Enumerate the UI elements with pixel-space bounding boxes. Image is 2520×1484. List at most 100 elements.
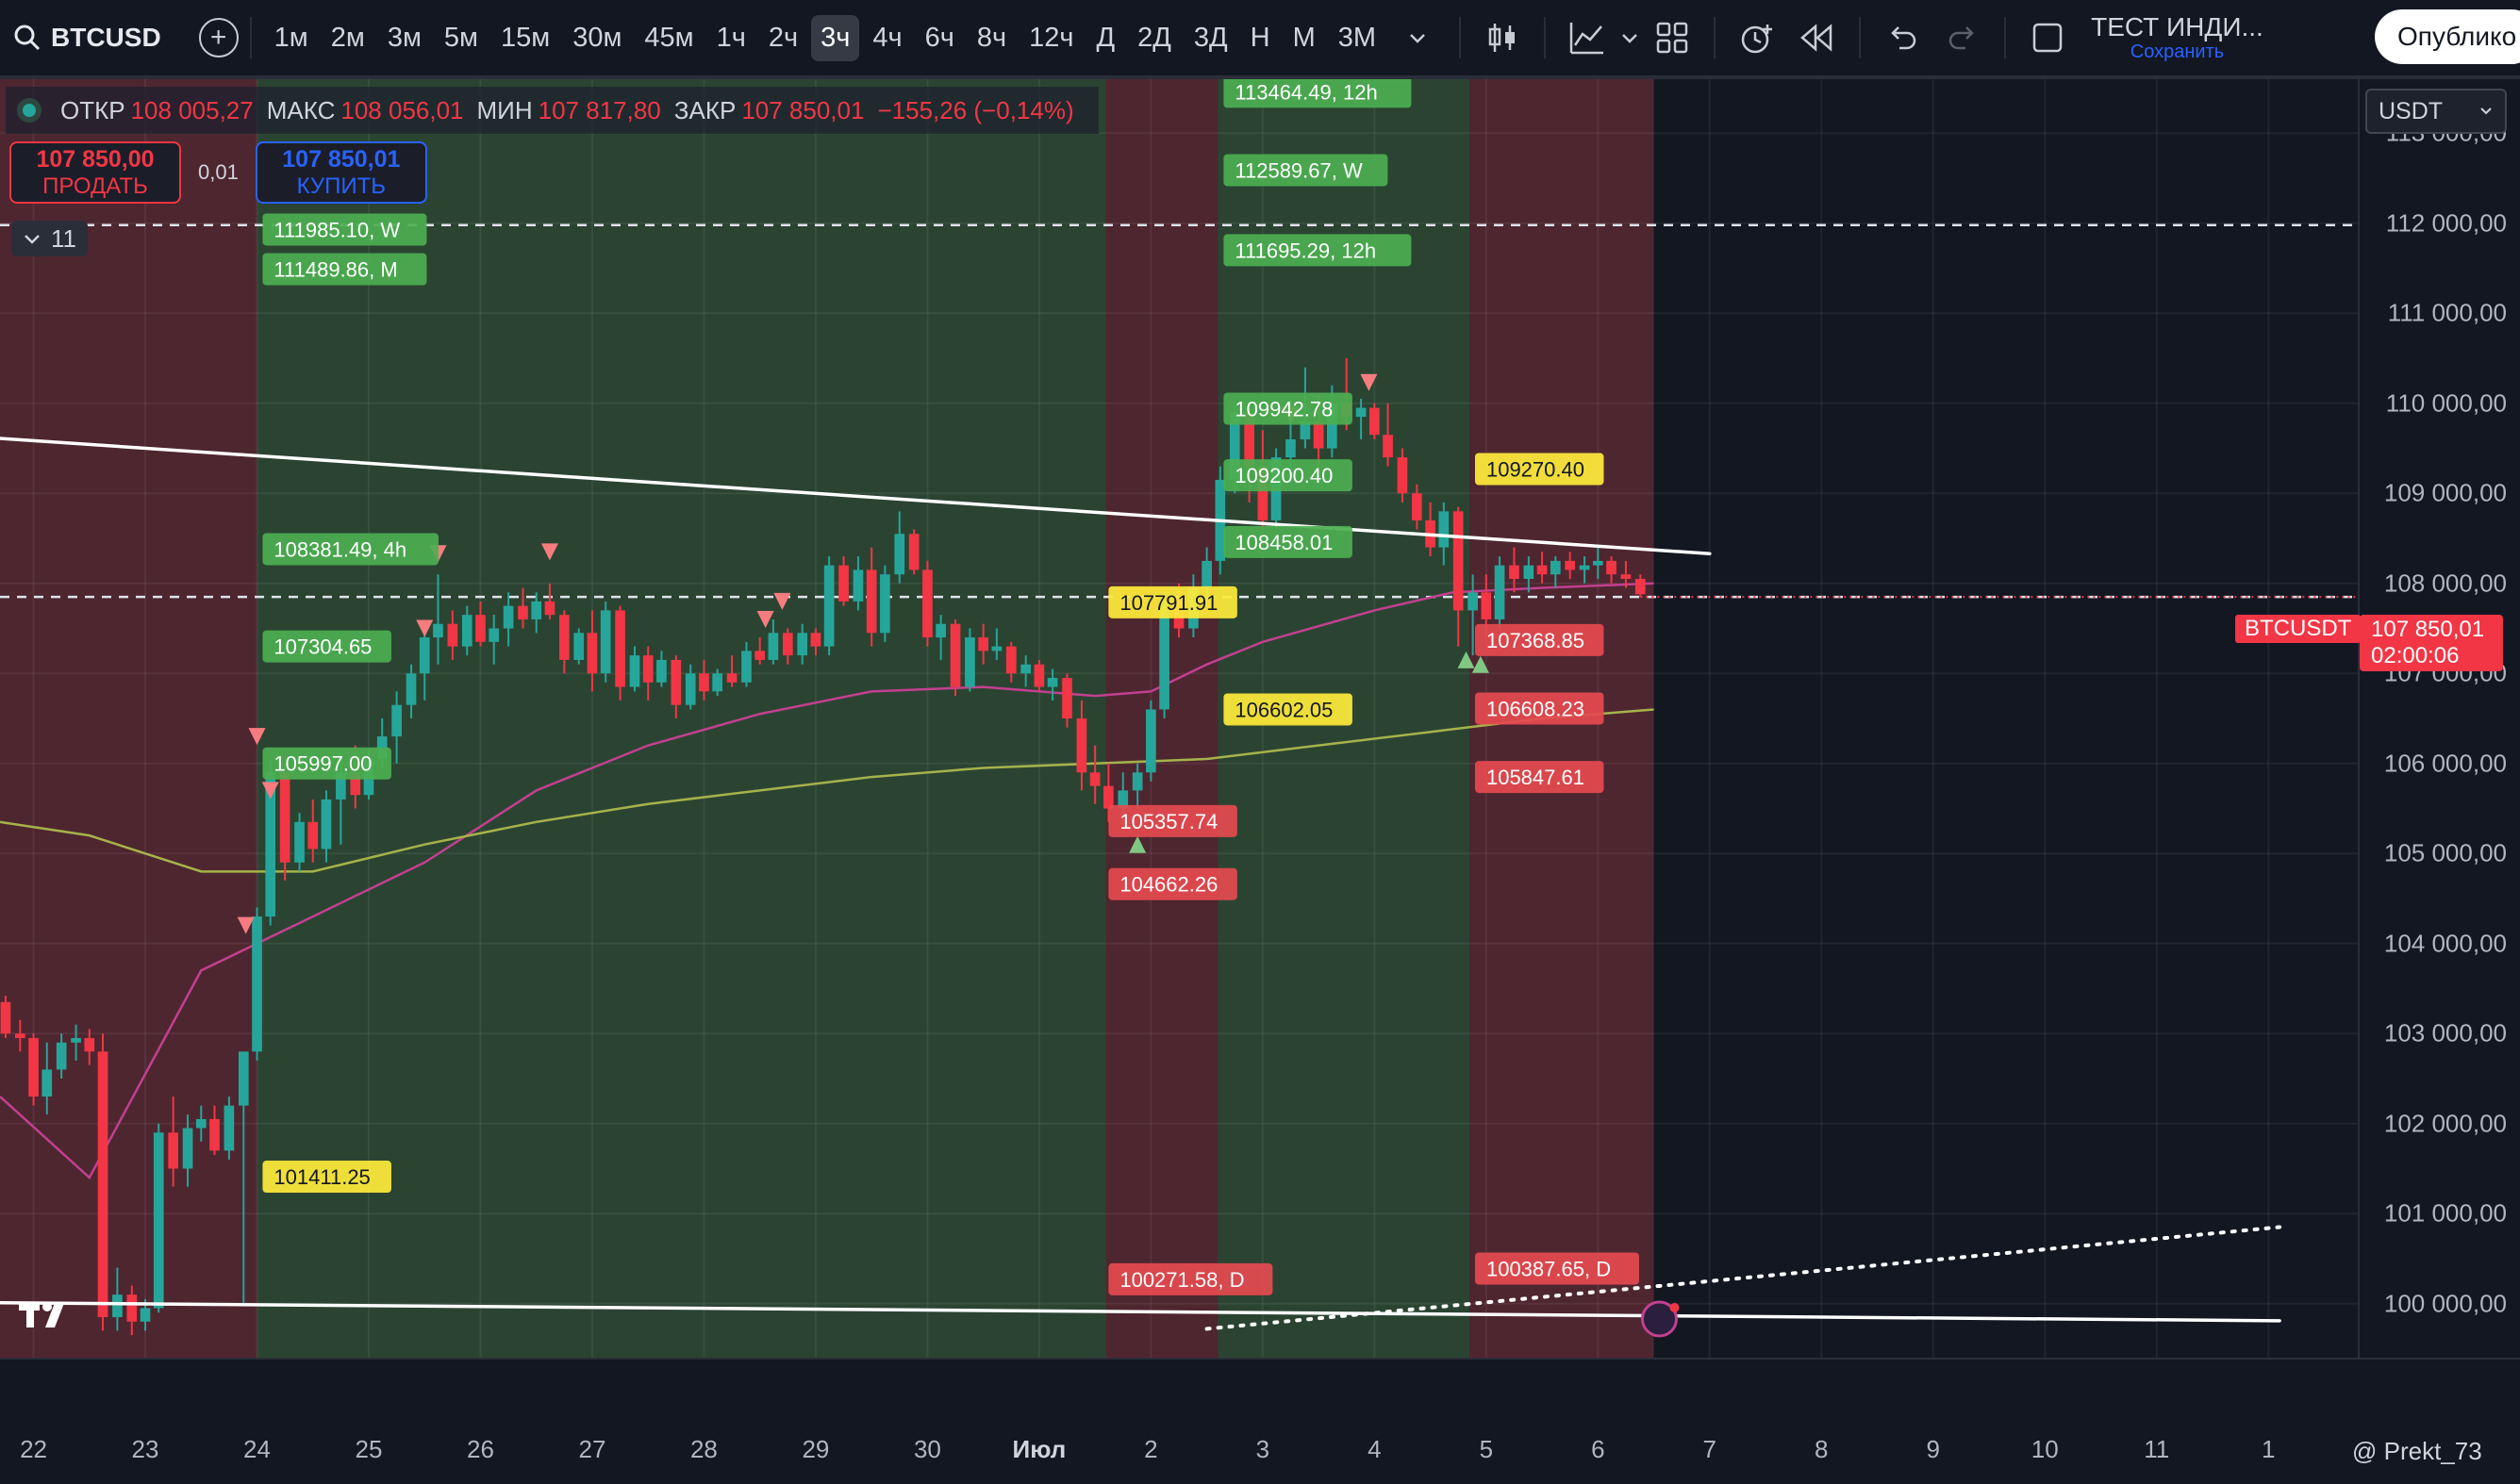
- indicators-collapse-toggle[interactable]: 11: [11, 221, 88, 256]
- save-layout-link[interactable]: Сохранить: [2130, 41, 2225, 63]
- level-label: 109942.78: [1235, 398, 1333, 421]
- price-chart[interactable]: 111985.10, W 111489.86, M 108381.49, 4h 107…: [0, 79, 2358, 1358]
- undo-button[interactable]: [1880, 15, 1925, 60]
- search-icon: [14, 25, 41, 51]
- chart-pane[interactable]: 111985.10, W 111489.86, M 108381.49, 4h 107…: [0, 79, 2358, 1358]
- candle-body: [419, 637, 430, 674]
- candle-body: [1020, 664, 1032, 674]
- candle-body: [182, 1128, 193, 1169]
- timeframe-2ч[interactable]: 2ч: [768, 22, 799, 53]
- level-label: 104662.26: [1119, 873, 1218, 897]
- buy-button[interactable]: 107 850,01 КУПИТЬ: [255, 141, 427, 204]
- candle-body: [336, 772, 346, 800]
- timeframe-2м[interactable]: 2м: [330, 22, 365, 53]
- candle-body: [1438, 511, 1450, 548]
- timeframe-6ч[interactable]: 6ч: [924, 22, 954, 53]
- timeframe-dropdown-button[interactable]: [1395, 15, 1440, 60]
- currency-select[interactable]: USDT: [2365, 89, 2507, 134]
- candle-body: [531, 601, 542, 619]
- grid-icon: [1656, 22, 1688, 54]
- indicators-button[interactable]: [1565, 15, 1610, 60]
- level-label: 107304.65: [274, 635, 372, 659]
- candle-body: [894, 534, 905, 575]
- layout-menu[interactable]: ТЕСТ ИНДИ... Сохранить: [2091, 12, 2263, 63]
- timeframe-3ч[interactable]: 3ч: [811, 14, 860, 61]
- price-axis[interactable]: 100 000,00 101 000,00 102 000,00 103 000,00…: [2358, 79, 2520, 1358]
- level-label-box: [1223, 525, 1352, 558]
- time-tick-label: 27: [578, 1435, 606, 1463]
- candle-body: [838, 565, 849, 602]
- currency-value: USDT: [2379, 97, 2444, 124]
- symbol-search[interactable]: BTCUSD: [13, 23, 161, 53]
- candle-body: [447, 623, 458, 647]
- publish-button[interactable]: Опублико: [2375, 9, 2520, 64]
- timeframe-45м[interactable]: 45м: [644, 22, 694, 53]
- indicators-dropdown-button[interactable]: [1617, 15, 1642, 60]
- timeframe-М[interactable]: М: [1292, 22, 1316, 53]
- candle-body: [587, 633, 598, 674]
- candle-body: [14, 1033, 25, 1038]
- level-label-box: [1223, 693, 1352, 726]
- fullscreen-button[interactable]: [2025, 15, 2070, 60]
- time-tick-label: 9: [1926, 1435, 1940, 1463]
- candle-body: [518, 605, 528, 619]
- redo-button[interactable]: [1940, 15, 1985, 60]
- candle-body: [1244, 412, 1254, 467]
- level-label-box: [1474, 692, 1604, 725]
- candle-body: [656, 659, 667, 683]
- timeframe-4ч[interactable]: 4ч: [872, 22, 903, 53]
- sell-button[interactable]: 107 850,00 ПРОДАТЬ: [9, 141, 181, 204]
- candle-body: [350, 772, 361, 796]
- replay-button[interactable]: [1795, 15, 1840, 60]
- candle-body: [1047, 678, 1058, 687]
- timeframe-3Д[interactable]: 3Д: [1193, 22, 1228, 53]
- timeframe-15м[interactable]: 15м: [500, 22, 551, 53]
- timeframe-1м[interactable]: 1м: [274, 22, 308, 53]
- candle-body: [1034, 664, 1045, 687]
- compare-symbol-button[interactable]: +: [198, 18, 239, 58]
- candle-body: [279, 772, 290, 863]
- level-label: 107791.91: [1119, 591, 1218, 615]
- price-tick-label: 103 000,00: [2383, 1018, 2507, 1047]
- timeframe-2Д[interactable]: 2Д: [1137, 22, 1171, 53]
- trend-line: [0, 1300, 2281, 1323]
- candle-body: [84, 1038, 95, 1052]
- price-tick-label: 108 000,00: [2383, 569, 2507, 598]
- buy-label: КУПИТЬ: [296, 173, 387, 199]
- timeframe-12ч[interactable]: 12ч: [1029, 22, 1074, 53]
- candles-style-button[interactable]: [1480, 15, 1525, 60]
- trade-panel: 107 850,00 ПРОДАТЬ 0,01 107 850,01 КУПИТ…: [9, 141, 427, 204]
- candle-body: [71, 1038, 81, 1043]
- signal-arrow-down: [756, 610, 774, 628]
- candle-body: [950, 623, 961, 687]
- time-axis[interactable]: 22 23 24 25 26 27 28 29 30 Июл 2 3 4 5 6 7 8 9 10 11 1: [0, 1358, 2520, 1484]
- high-value: 108 056,01: [340, 95, 464, 124]
- time-tick-label: 30: [913, 1435, 941, 1463]
- signal-arrow-up: [1457, 651, 1475, 668]
- signal-arrow-down: [540, 543, 558, 561]
- timeframe-1ч[interactable]: 1ч: [716, 22, 746, 53]
- timeframe-Д[interactable]: Д: [1096, 22, 1116, 53]
- time-tick-label: 25: [355, 1435, 383, 1463]
- time-tick-label: 6: [1591, 1435, 1605, 1463]
- timeframe-list: 1м 2м 3м 5м 15м 30м 45м 1ч 2ч 3ч 4ч 6ч 8ч 12ч Д 2Д 3Д Н М 3…: [263, 14, 1387, 61]
- alert-button[interactable]: [1734, 15, 1780, 60]
- candle-body: [1132, 772, 1143, 791]
- candle-body: [922, 569, 933, 638]
- level-label-box: [262, 747, 391, 780]
- candle-body: [1005, 646, 1017, 674]
- level-label-box: [1223, 234, 1412, 267]
- templates-button[interactable]: [1650, 15, 1695, 60]
- candle-body: [461, 615, 472, 647]
- candle-body: [391, 704, 402, 737]
- timeframe-8ч[interactable]: 8ч: [976, 22, 1007, 53]
- time-tick-label: 26: [467, 1435, 494, 1463]
- timeframe-5м[interactable]: 5м: [443, 22, 478, 53]
- timeframe-3М[interactable]: 3М: [1337, 22, 1377, 53]
- candle-body: [321, 799, 332, 849]
- timeframe-30м[interactable]: 30м: [572, 22, 622, 53]
- timeframe-Н[interactable]: Н: [1250, 22, 1270, 53]
- timeframe-3м[interactable]: 3м: [387, 22, 422, 53]
- close-label: ЗАКР: [673, 95, 737, 124]
- candle-body: [1076, 718, 1087, 773]
